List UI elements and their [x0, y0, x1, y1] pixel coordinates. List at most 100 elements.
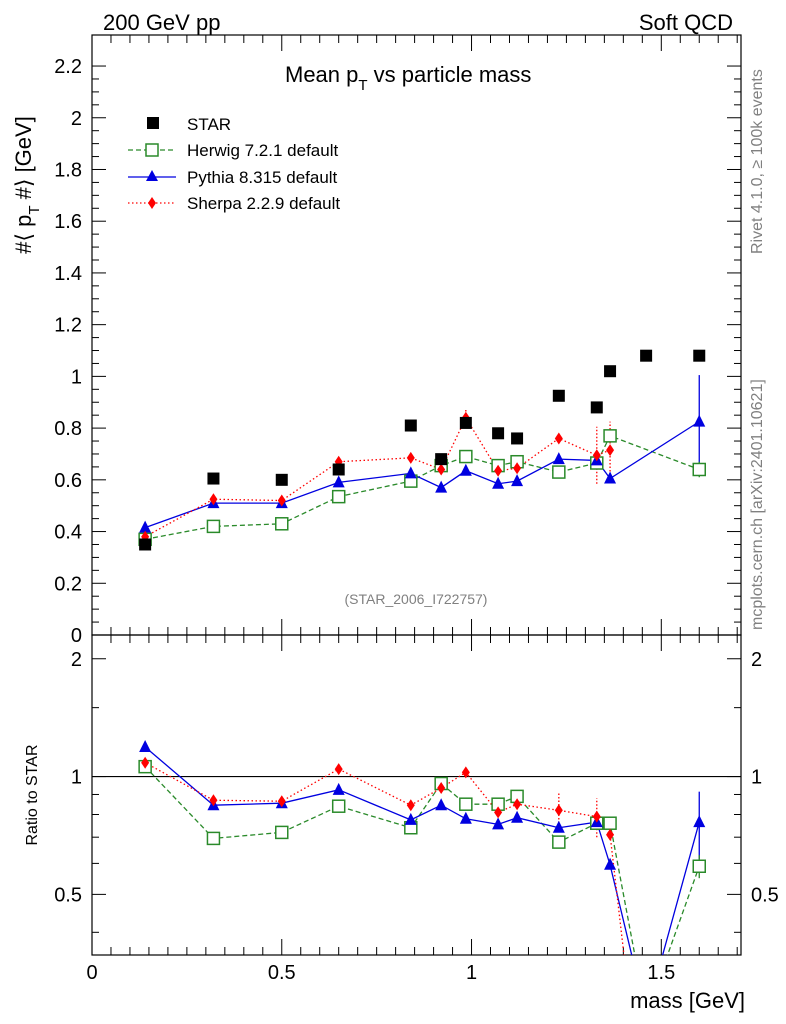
- data-point-star: [552, 389, 565, 402]
- y-tick-label: 0.2: [54, 573, 82, 595]
- data-point-star: [693, 349, 706, 362]
- y-tick-label: 1.2: [54, 315, 82, 337]
- chart-title-rest: vs particle mass: [368, 62, 532, 87]
- data-point-star: [511, 432, 524, 445]
- data-point-sherpa: [554, 432, 563, 445]
- ratio-point-pythia: [511, 810, 524, 823]
- data-point-star: [492, 427, 505, 440]
- data-point-herwig: [275, 517, 289, 531]
- y-axis-label-sub: T: [26, 205, 43, 214]
- data-point-star: [332, 463, 345, 476]
- legend-marker-herwig: [145, 143, 159, 157]
- analysis-watermark: (STAR_2006_I722757): [345, 591, 488, 607]
- ratio-point-sherpa: [606, 828, 615, 841]
- ratio-y-tick-label-right: 0.5: [751, 884, 779, 906]
- ratio-point-sherpa: [406, 799, 415, 812]
- ratio-point-sherpa: [437, 781, 446, 794]
- ratio-y-axis-label: Ratio to STAR: [24, 744, 41, 845]
- data-point-pythia: [332, 475, 345, 488]
- data-point-pythia: [139, 520, 152, 533]
- legend-label-star: STAR: [187, 115, 231, 134]
- ratio-point-herwig: [603, 816, 617, 830]
- ratio-line-sherpa: [144, 762, 625, 955]
- data-point-pythia: [492, 476, 505, 489]
- ratio-point-pythia: [552, 820, 565, 833]
- ratio-point-pythia: [332, 782, 345, 795]
- ratio-y-tick-label: 0.5: [54, 884, 82, 906]
- data-point-sherpa: [606, 444, 615, 457]
- data-point-sherpa: [437, 463, 446, 476]
- x-axis-label: mass [GeV]: [630, 988, 745, 1013]
- ratio-point-herwig: [275, 825, 289, 840]
- x-tick-label: 0: [86, 962, 97, 984]
- data-point-sherpa: [406, 451, 415, 464]
- ratio-point-pythia: [604, 857, 617, 870]
- data-point-sherpa: [209, 493, 218, 506]
- ratio-y-tick-label: 2: [71, 649, 82, 671]
- legend-label-pythia: Pythia 8.315 default: [187, 168, 338, 187]
- data-point-sherpa: [592, 449, 601, 462]
- data-point-star: [275, 473, 288, 486]
- ratio-point-pythia: [693, 815, 706, 828]
- data-point-herwig: [331, 489, 346, 504]
- data-point-star: [207, 472, 220, 485]
- data-point-pythia: [435, 480, 448, 493]
- ratio-point-herwig: [552, 835, 566, 849]
- data-point-pythia: [604, 471, 617, 484]
- ratio-point-pythia: [404, 812, 417, 825]
- data-point-star: [139, 538, 152, 551]
- ratio-point-pythia: [492, 817, 505, 830]
- data-point-herwig: [692, 462, 707, 477]
- series-line-sherpa: [144, 416, 611, 538]
- data-point-sherpa: [494, 464, 503, 477]
- ratio-point-sherpa: [209, 794, 218, 807]
- ratio-point-sherpa: [592, 810, 601, 823]
- data-point-herwig: [206, 519, 221, 534]
- data-point-herwig: [552, 465, 566, 479]
- ratio-point-pythia: [459, 811, 472, 824]
- ratio-point-herwig: [206, 831, 221, 846]
- data-point-sherpa: [513, 462, 522, 475]
- chart-title-main: Mean p: [285, 62, 358, 87]
- data-point-sherpa: [277, 494, 286, 507]
- data-point-star: [604, 365, 617, 378]
- y-tick-label: 2: [71, 108, 82, 130]
- y-tick-label: 1.4: [54, 263, 82, 285]
- data-point-star: [640, 349, 653, 362]
- legend-marker-star: [147, 117, 159, 129]
- ratio-point-sherpa: [277, 795, 286, 808]
- ratio-y-tick-label-right: 1: [751, 767, 762, 789]
- y-tick-label: 1: [71, 366, 82, 388]
- y-axis-label-main: #⟨ p: [11, 215, 36, 254]
- ratio-point-sherpa: [334, 763, 343, 776]
- ratio-point-sherpa: [554, 804, 563, 817]
- data-point-pythia: [404, 466, 417, 479]
- legend-marker-pythia: [146, 170, 158, 181]
- ratio-y-tick-label-right: 2: [751, 649, 762, 671]
- ratio-point-pythia: [435, 798, 448, 811]
- header-left-label: 200 GeV pp: [103, 10, 220, 35]
- axes-layer: 0 0.2 0.4 0.6 0.8 1 1.2 1.4 1.6 1.8 2 2.2 0 0.5 1 1.5 0.…: [54, 35, 779, 984]
- legend-label-herwig: Herwig 7.2.1 default: [187, 141, 338, 160]
- ratio-point-sherpa: [513, 798, 522, 811]
- x-tick-label: 0.5: [268, 962, 296, 984]
- data-point-pythia: [693, 414, 706, 427]
- ratio-series-group: [138, 740, 707, 955]
- data-point-pythia: [459, 463, 472, 476]
- y-axis-label: #⟨ pT #⟩ [GeV]: [11, 116, 43, 254]
- x-tick-label: 1: [466, 962, 477, 984]
- chart-title: Mean pT vs particle mass: [285, 62, 531, 94]
- y-tick-label: 0.6: [54, 470, 82, 492]
- x-tick-label: 1.5: [647, 962, 675, 984]
- chart-title-sub: T: [358, 77, 367, 94]
- ratio-y-tick-label: 1: [71, 767, 82, 789]
- marks-layer: [138, 349, 707, 955]
- ratio-point-pythia: [139, 740, 152, 752]
- data-point-star: [459, 416, 472, 429]
- data-point-herwig: [459, 449, 473, 464]
- y-axis-label-rest: #⟩ [GeV]: [11, 116, 36, 205]
- data-point-pythia: [552, 452, 565, 465]
- ratio-point-herwig: [459, 797, 473, 811]
- ratio-point-herwig: [331, 799, 346, 813]
- ratio-line-pythia: [144, 746, 700, 955]
